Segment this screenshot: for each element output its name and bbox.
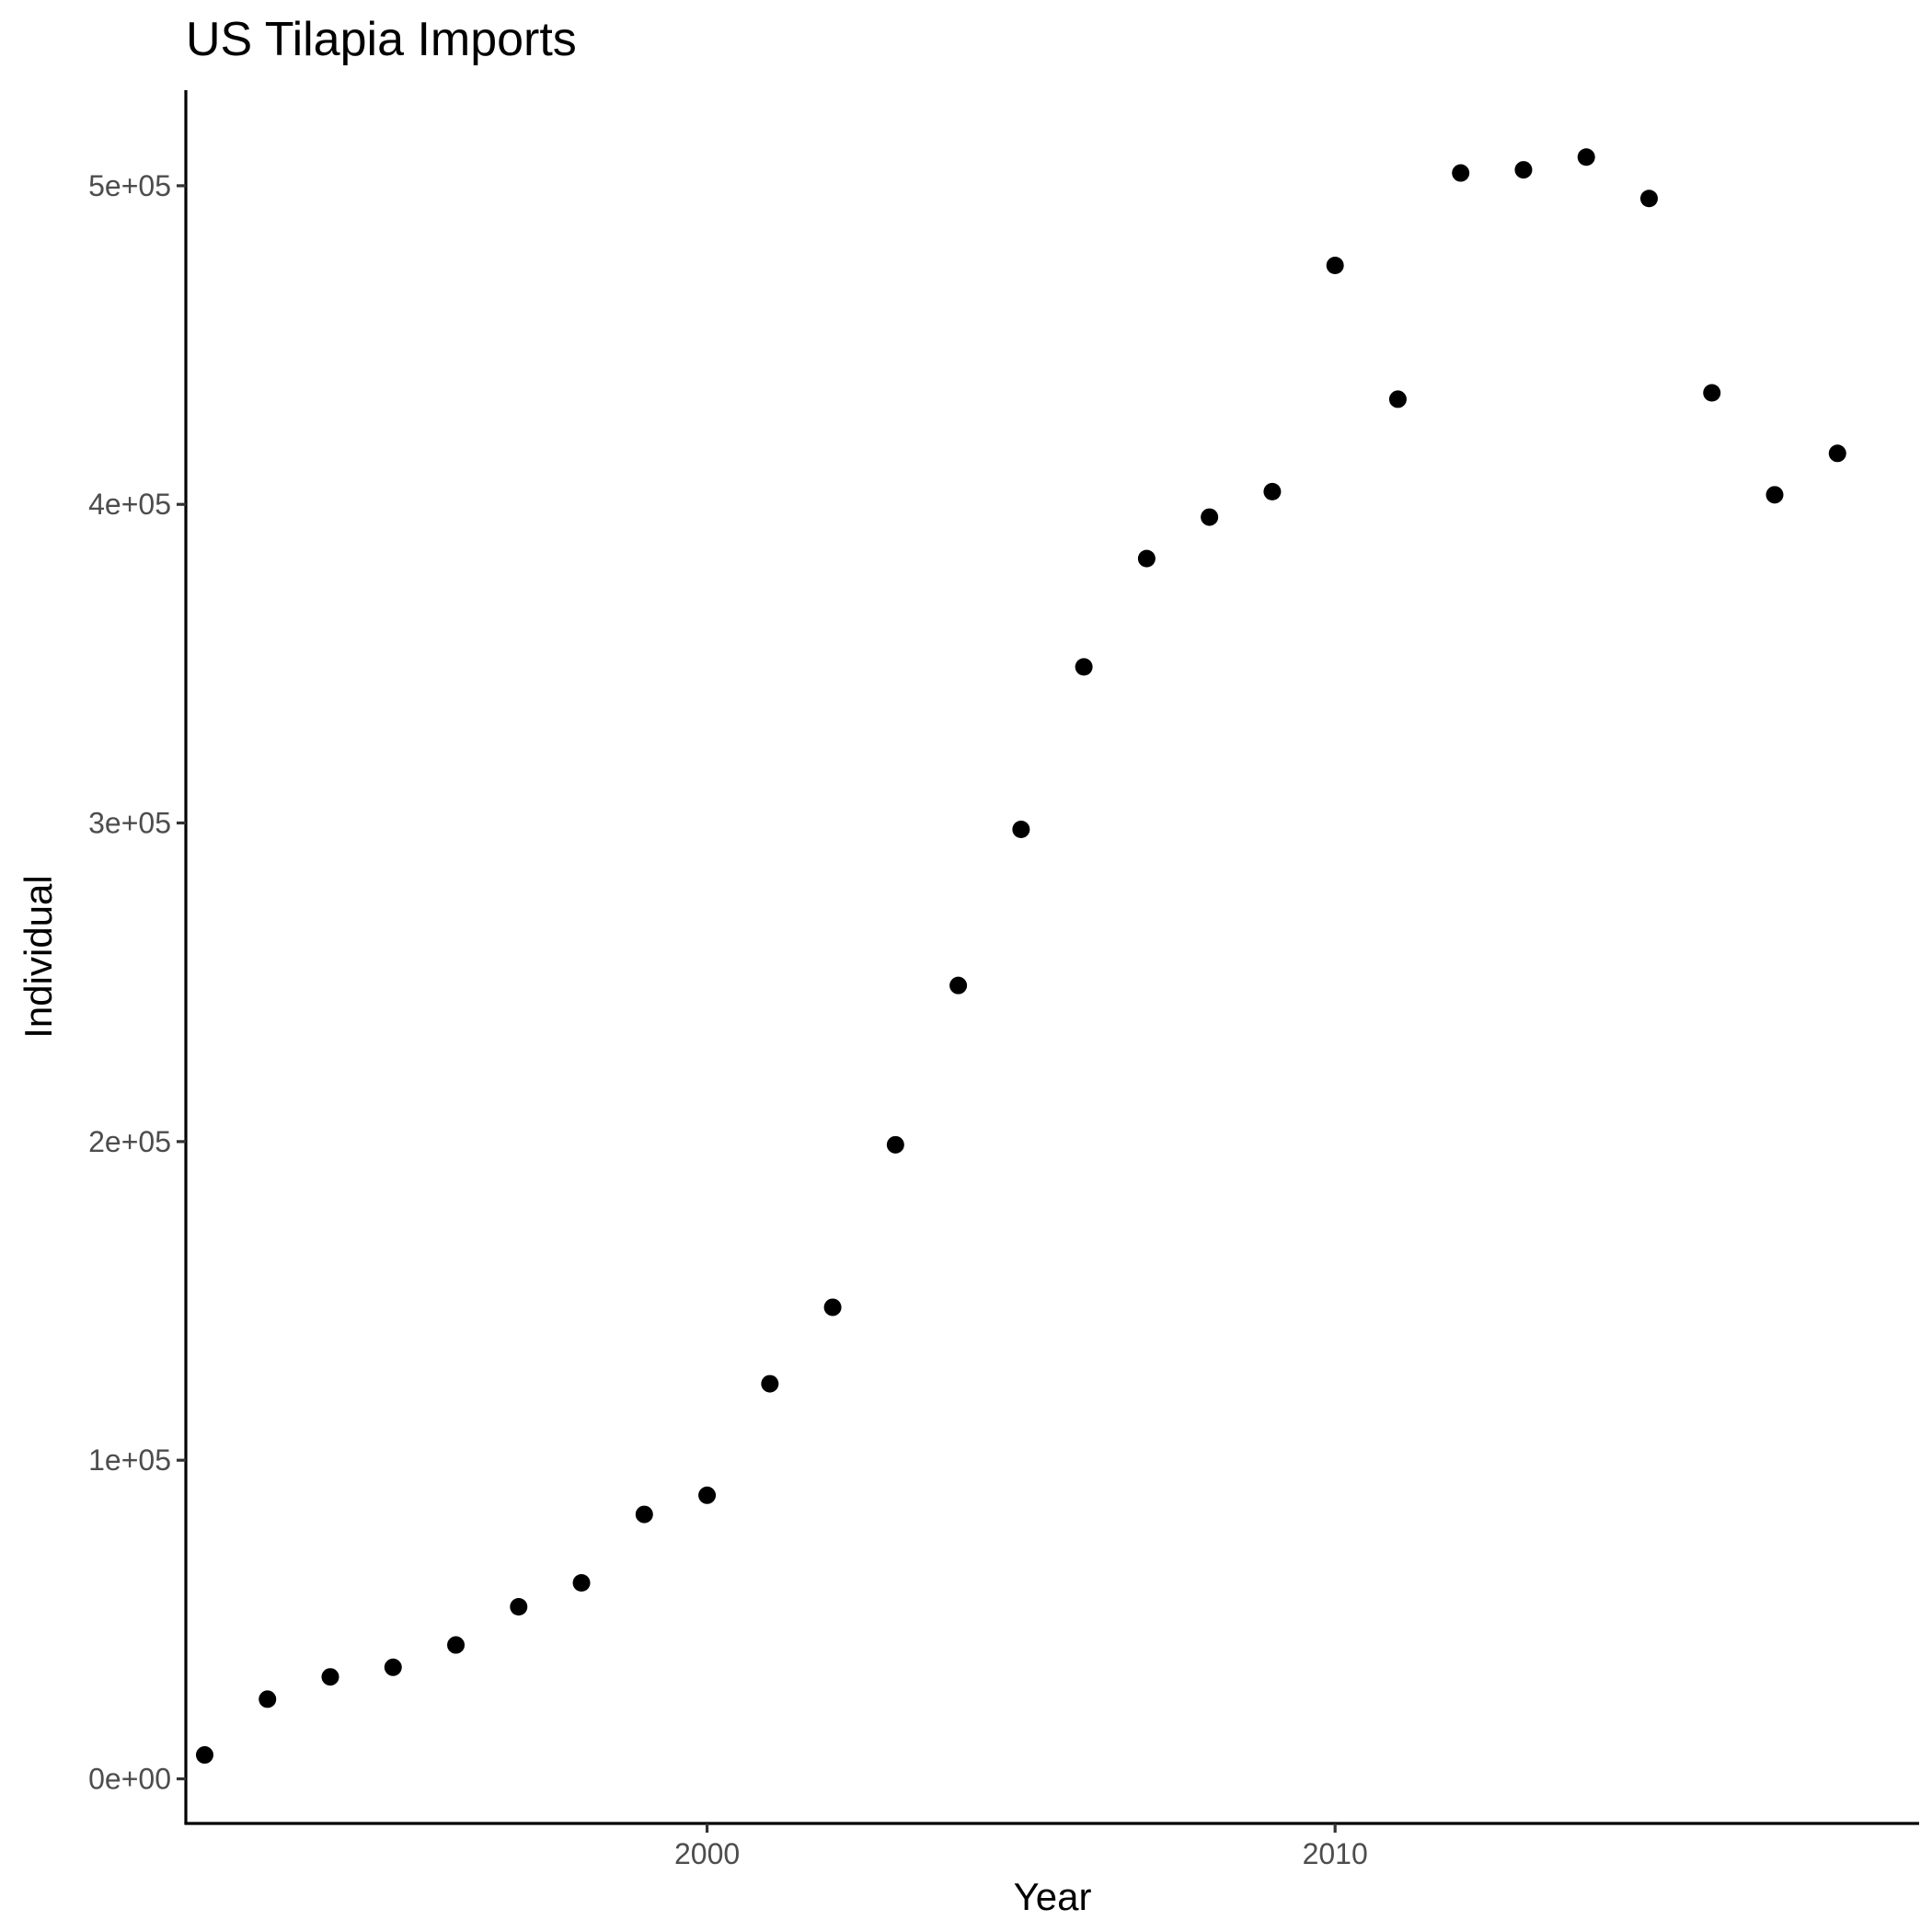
data-point bbox=[1639, 190, 1658, 208]
y-tick-label: 4e+05 bbox=[88, 488, 171, 521]
data-point bbox=[698, 1486, 717, 1504]
data-point bbox=[1703, 384, 1721, 402]
x-axis-ticks: 2000 2010 bbox=[674, 1823, 1368, 1870]
data-point bbox=[1828, 444, 1846, 463]
data-point bbox=[761, 1374, 779, 1393]
data-point bbox=[1765, 486, 1784, 504]
data-point bbox=[1075, 658, 1093, 676]
data-point bbox=[572, 1574, 591, 1593]
x-tick-label: 2000 bbox=[674, 1837, 740, 1870]
data-point bbox=[510, 1598, 528, 1616]
data-point bbox=[823, 1298, 842, 1317]
x-tick-label: 2010 bbox=[1303, 1837, 1368, 1870]
data-point bbox=[195, 1746, 213, 1765]
data-point bbox=[1577, 148, 1595, 167]
data-point bbox=[886, 1135, 904, 1154]
data-points bbox=[195, 148, 1846, 1765]
data-point bbox=[1326, 256, 1344, 274]
data-point bbox=[1137, 549, 1156, 568]
data-point bbox=[447, 1636, 466, 1654]
data-point bbox=[259, 1690, 277, 1708]
data-point bbox=[1012, 820, 1030, 838]
chart-title: US Tilapia Imports bbox=[186, 13, 577, 66]
x-axis-title: Year bbox=[1014, 1875, 1092, 1918]
data-point bbox=[384, 1658, 402, 1676]
data-point bbox=[949, 976, 968, 995]
data-point bbox=[635, 1505, 653, 1524]
y-tick-label: 5e+05 bbox=[88, 169, 171, 202]
y-axis-ticks: 0e+00 1e+05 2e+05 3e+05 4e+05 5e+05 bbox=[88, 169, 186, 1796]
y-tick-label: 2e+05 bbox=[88, 1125, 171, 1158]
y-tick-label: 1e+05 bbox=[88, 1443, 171, 1477]
data-point bbox=[1514, 161, 1533, 179]
y-tick-label: 0e+00 bbox=[88, 1763, 171, 1796]
data-point bbox=[1452, 164, 1470, 182]
data-point bbox=[1263, 482, 1282, 500]
y-axis-title: Individual bbox=[17, 875, 60, 1038]
y-tick-label: 3e+05 bbox=[88, 807, 171, 840]
data-point bbox=[1388, 390, 1407, 408]
data-point bbox=[1201, 508, 1219, 526]
data-point bbox=[321, 1668, 339, 1686]
